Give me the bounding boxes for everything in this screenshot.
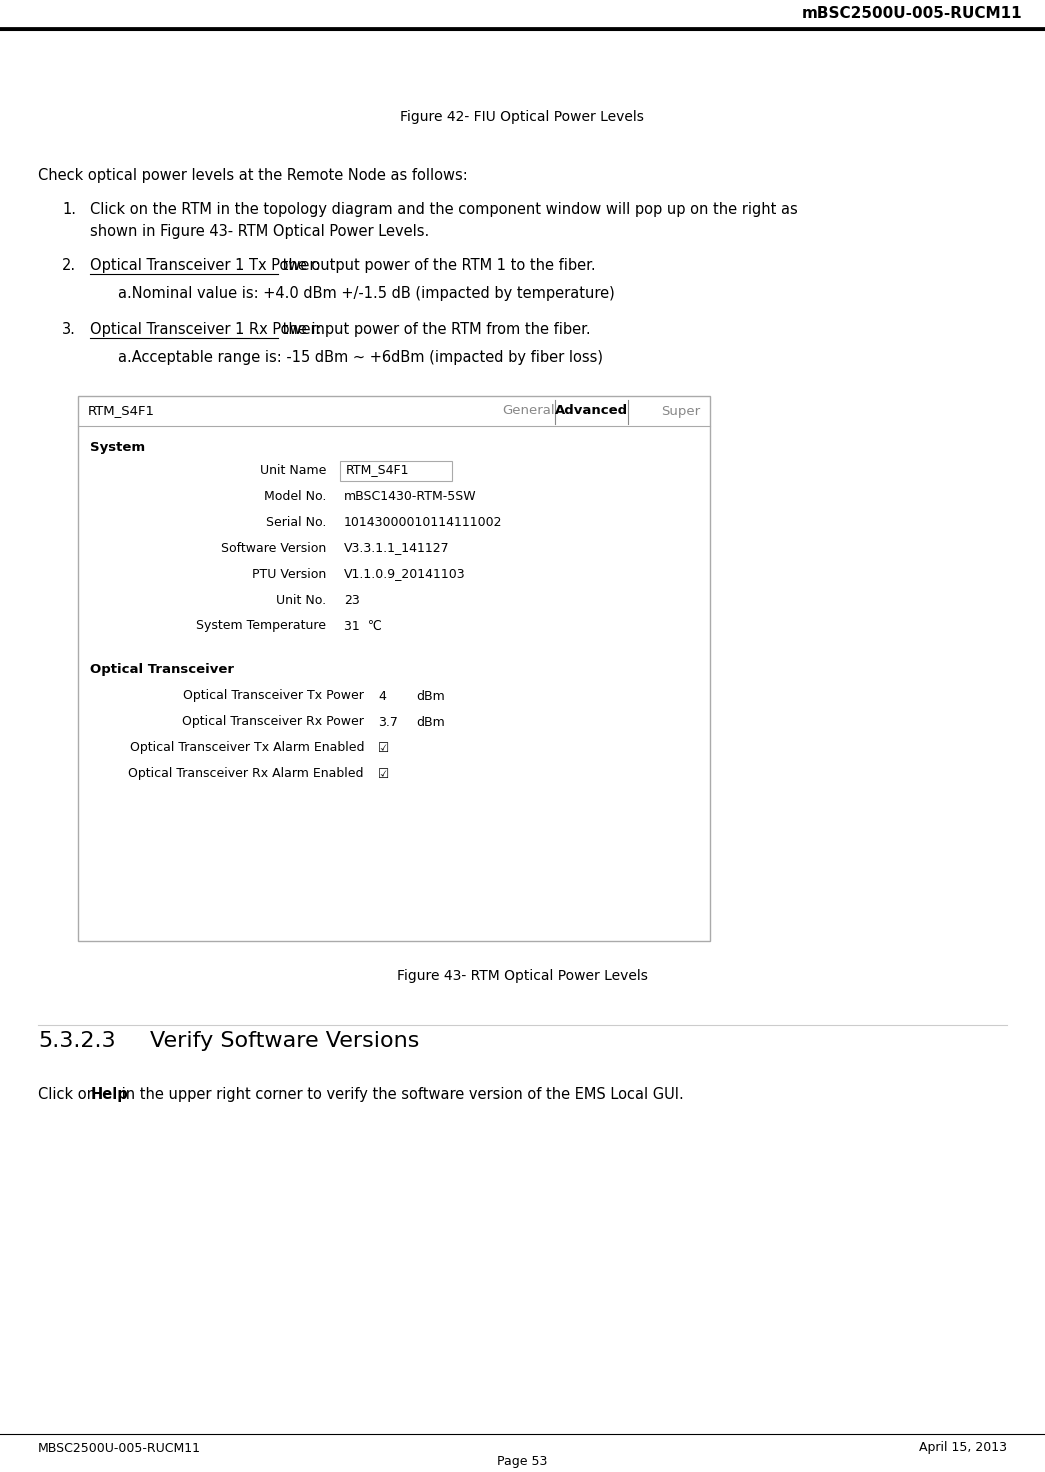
Text: 2.: 2. <box>62 258 76 272</box>
Text: Optical Transceiver: Optical Transceiver <box>90 664 234 677</box>
Text: 3.7: 3.7 <box>378 715 398 729</box>
Text: ☑: ☑ <box>378 767 389 780</box>
Text: 4: 4 <box>378 689 386 702</box>
Bar <box>78 396 710 941</box>
Text: 5.3.2.3: 5.3.2.3 <box>38 1030 116 1051</box>
Text: Advanced: Advanced <box>555 405 628 418</box>
Text: Unit No.: Unit No. <box>276 593 326 606</box>
Text: Optical Transceiver Tx Power: Optical Transceiver Tx Power <box>183 689 364 702</box>
Text: Serial No.: Serial No. <box>265 515 326 528</box>
Text: RTM_S4F1: RTM_S4F1 <box>88 405 155 418</box>
Text: mBSC1430-RTM-5SW: mBSC1430-RTM-5SW <box>344 490 477 502</box>
Text: Optical Transceiver 1 Tx Power:: Optical Transceiver 1 Tx Power: <box>90 258 320 272</box>
Text: Optical Transceiver 1 Rx Power:: Optical Transceiver 1 Rx Power: <box>90 322 322 337</box>
Text: Optical Transceiver Tx Alarm Enabled: Optical Transceiver Tx Alarm Enabled <box>130 742 364 755</box>
Text: Software Version: Software Version <box>220 542 326 555</box>
Text: Super: Super <box>660 405 700 418</box>
Text: Model No.: Model No. <box>263 490 326 502</box>
Text: April 15, 2013: April 15, 2013 <box>919 1441 1007 1454</box>
Text: a.Acceptable range is: -15 dBm ~ +6dBm (impacted by fiber loss): a.Acceptable range is: -15 dBm ~ +6dBm (… <box>118 350 603 365</box>
Text: Click on: Click on <box>38 1086 100 1103</box>
Text: Optical Transceiver Rx Alarm Enabled: Optical Transceiver Rx Alarm Enabled <box>129 767 364 780</box>
Text: Figure 42- FIU Optical Power Levels: Figure 42- FIU Optical Power Levels <box>400 110 644 124</box>
Text: Unit Name: Unit Name <box>259 464 326 477</box>
Text: MBSC2500U-005-RUCM11: MBSC2500U-005-RUCM11 <box>38 1441 201 1454</box>
Text: ☑: ☑ <box>378 742 389 755</box>
Text: Check optical power levels at the Remote Node as follows:: Check optical power levels at the Remote… <box>38 168 468 183</box>
Text: V3.3.1.1_141127: V3.3.1.1_141127 <box>344 542 449 555</box>
Text: Verify Software Versions: Verify Software Versions <box>150 1030 419 1051</box>
Text: 1.: 1. <box>62 202 76 216</box>
Text: in the upper right corner to verify the software version of the EMS Local GUI.: in the upper right corner to verify the … <box>117 1086 683 1103</box>
Text: 23: 23 <box>344 593 359 606</box>
Text: 3.: 3. <box>62 322 76 337</box>
Text: shown in Figure 43- RTM Optical Power Levels.: shown in Figure 43- RTM Optical Power Le… <box>90 224 429 238</box>
Text: Figure 43- RTM Optical Power Levels: Figure 43- RTM Optical Power Levels <box>396 969 648 983</box>
Text: Page 53: Page 53 <box>496 1456 548 1469</box>
Text: dBm: dBm <box>416 689 445 702</box>
Text: General: General <box>503 405 555 418</box>
Text: the input power of the RTM from the fiber.: the input power of the RTM from the fibe… <box>278 322 590 337</box>
Text: Click on the RTM in the topology diagram and the component window will pop up on: Click on the RTM in the topology diagram… <box>90 202 797 216</box>
Text: mBSC2500U-005-RUCM11: mBSC2500U-005-RUCM11 <box>802 6 1022 22</box>
Text: a.Nominal value is: +4.0 dBm +/-1.5 dB (impacted by temperature): a.Nominal value is: +4.0 dBm +/-1.5 dB (… <box>118 286 614 300</box>
Text: 31  ℃: 31 ℃ <box>344 620 381 633</box>
Bar <box>340 461 452 481</box>
Text: 10143000010114111002: 10143000010114111002 <box>344 515 503 528</box>
Text: System Temperature: System Temperature <box>196 620 326 633</box>
Text: System: System <box>90 442 145 455</box>
Text: RTM_S4F1: RTM_S4F1 <box>346 464 410 477</box>
Text: the output power of the RTM 1 to the fiber.: the output power of the RTM 1 to the fib… <box>278 258 596 272</box>
Text: Optical Transceiver Rx Power: Optical Transceiver Rx Power <box>182 715 364 729</box>
Text: V1.1.0.9_20141103: V1.1.0.9_20141103 <box>344 568 466 580</box>
Text: dBm: dBm <box>416 715 445 729</box>
Text: PTU Version: PTU Version <box>252 568 326 580</box>
Text: Help: Help <box>91 1086 129 1103</box>
